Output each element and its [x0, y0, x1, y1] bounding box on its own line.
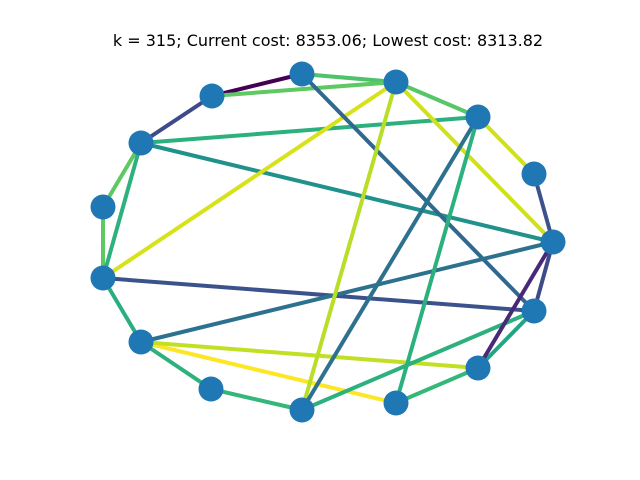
graph-edge-n3-n9 [102, 276, 535, 313]
graph-edge-n13-n6 [300, 81, 398, 411]
graph-edge-n4-n7 [140, 340, 397, 405]
graph-edge-n4-n5 [139, 340, 213, 391]
graph-node-n9 [521, 298, 547, 324]
graph-edge-n8-n9 [476, 309, 536, 370]
graph-edge-n0-n13 [211, 80, 397, 98]
graph-edge-n5-n6 [210, 387, 303, 412]
graph-edge-n1-n12 [140, 115, 479, 145]
graph-node-n10 [540, 229, 566, 255]
graph-edge-n6-n9 [301, 309, 535, 412]
graph-edge-n12-n7 [394, 116, 480, 404]
graph-node-n5 [198, 376, 224, 402]
graph-edge-n4-n8 [140, 340, 479, 370]
graph-node-n3 [90, 265, 116, 291]
graph-edge-n10-n8 [476, 240, 555, 370]
graph-node-n8 [465, 355, 491, 381]
graph-node-n6 [289, 397, 315, 423]
graph-edge-n12-n11 [476, 115, 536, 176]
graph-edge-n13-n10 [394, 80, 555, 244]
graph-node-n14 [289, 61, 315, 87]
graph-node-n12 [465, 104, 491, 130]
graph-edge-n7-n8 [395, 366, 479, 405]
graph-edge-n12-n6 [300, 115, 480, 412]
graph-edge-n0-n1 [139, 94, 214, 145]
graph-node-n7 [383, 390, 409, 416]
graph-edge-n4-n10 [140, 240, 554, 344]
graph-node-n2 [90, 194, 116, 220]
graph-edge-n14-n0 [211, 72, 303, 98]
graph-node-n0 [199, 83, 225, 109]
graph-node-n13 [383, 69, 409, 95]
node-layer [90, 61, 566, 423]
graph-node-n11 [521, 161, 547, 187]
graph-node-n1 [128, 130, 154, 156]
graph-node-n4 [128, 329, 154, 355]
graph-edge-n1-n3 [101, 142, 143, 279]
graph-edge-n14-n9 [300, 72, 536, 313]
graph-edge-n13-n12 [395, 80, 479, 119]
chart-title: k = 315; Current cost: 8353.06; Lowest c… [112, 31, 544, 50]
graph-edge-n14-n13 [301, 72, 397, 84]
graph-edge-n1-n10 [140, 141, 554, 244]
graph-edge-n3-n13 [101, 80, 398, 280]
